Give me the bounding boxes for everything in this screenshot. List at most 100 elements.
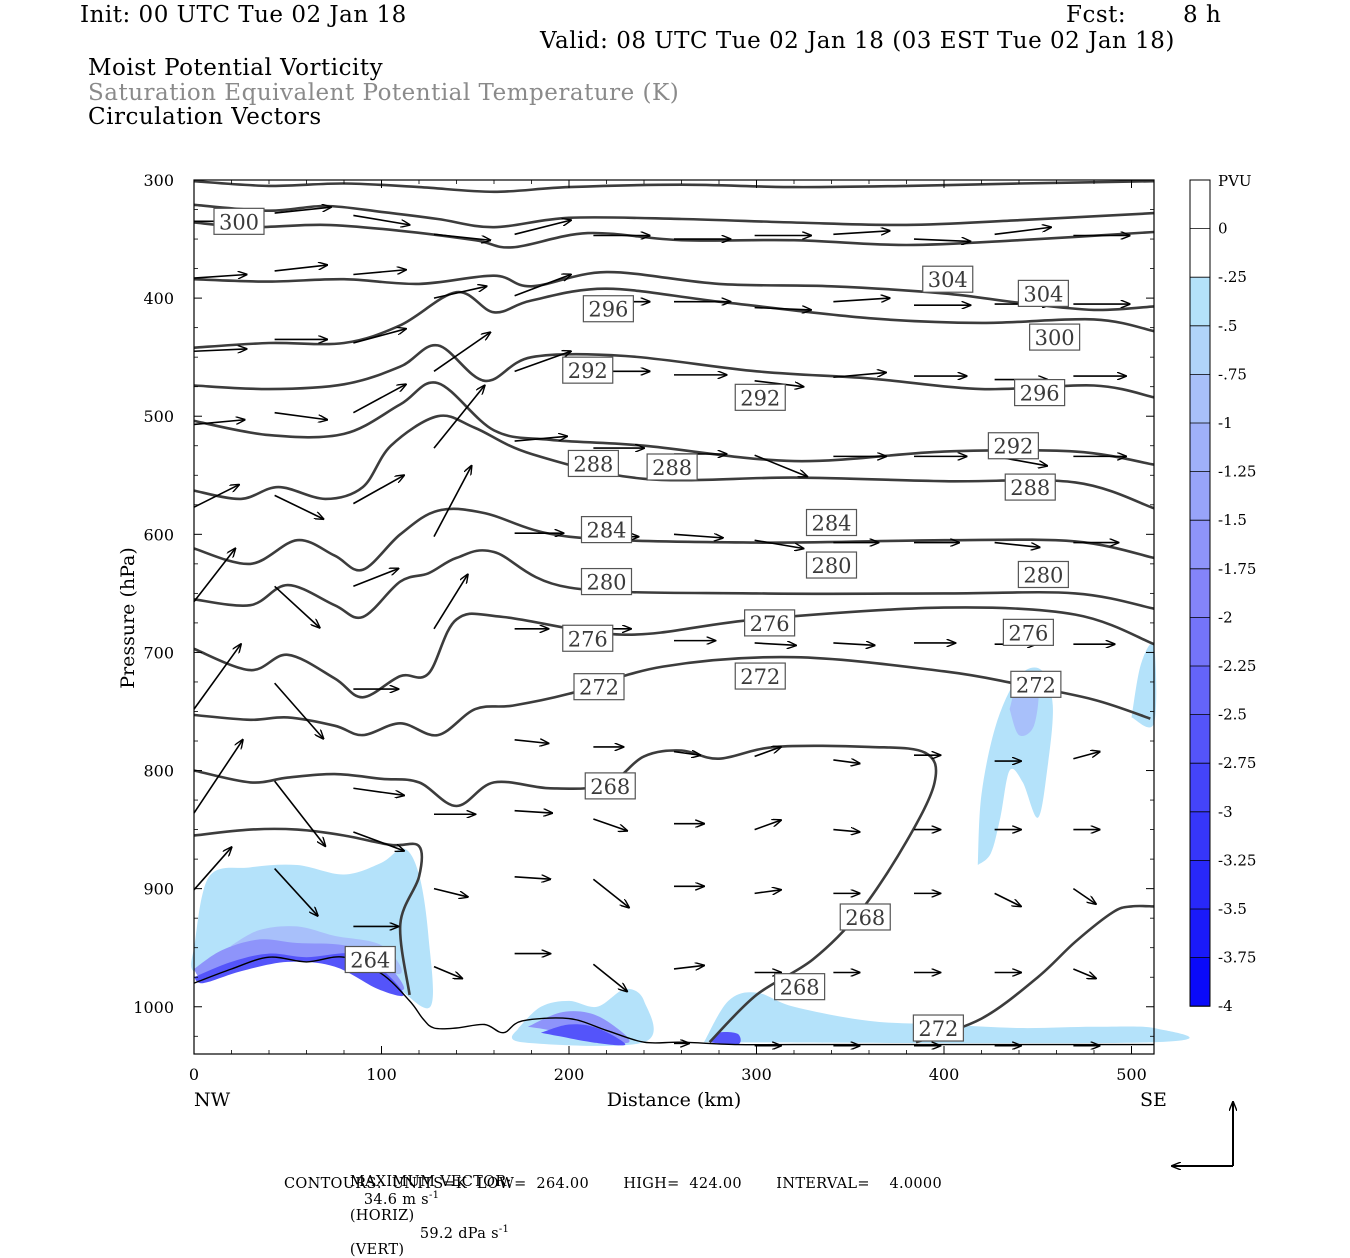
circulation-vector bbox=[754, 308, 811, 310]
circulation-vector bbox=[833, 231, 889, 235]
circulation-vector bbox=[353, 270, 406, 276]
colorbar-unit: PVU bbox=[1218, 172, 1252, 190]
circulation-vector bbox=[193, 644, 241, 710]
circulation-vector bbox=[274, 868, 318, 916]
contour-label-box bbox=[562, 624, 614, 652]
colorbar-label: -2.75 bbox=[1218, 754, 1256, 772]
circulation-vector bbox=[833, 373, 886, 379]
colorbar-swatch bbox=[1190, 228, 1210, 278]
circulation-vector bbox=[994, 892, 1021, 906]
reference-vector-icon bbox=[1172, 1102, 1233, 1166]
contour-label: 288 bbox=[573, 452, 613, 476]
circulation-vector bbox=[673, 534, 723, 538]
contour-label-box bbox=[1002, 618, 1054, 646]
contour-label-box bbox=[567, 449, 619, 478]
y-tick-label: 400 bbox=[143, 289, 174, 308]
theta-contour-300 bbox=[193, 221, 1155, 249]
circulation-vector bbox=[514, 877, 551, 879]
colorbar-swatch bbox=[1190, 374, 1210, 423]
field-title-theta: Saturation Equivalent Potential Temperat… bbox=[88, 80, 680, 106]
circulation-vector bbox=[274, 207, 331, 214]
colorbar-swatch bbox=[1190, 617, 1210, 666]
colorbar-label: -2 bbox=[1218, 608, 1233, 626]
contour-label: 280 bbox=[811, 554, 851, 578]
y-tick-label: 600 bbox=[143, 525, 174, 544]
circulation-vector bbox=[352, 384, 406, 414]
contour-label: 296 bbox=[1020, 382, 1060, 406]
circulation-vector bbox=[193, 847, 232, 891]
forecast-label: Fcst: bbox=[1066, 2, 1127, 28]
circulation-vector bbox=[274, 265, 328, 272]
colorbar-label: -3.5 bbox=[1218, 900, 1247, 918]
circulation-vector bbox=[673, 752, 700, 756]
colorbar-label: -3 bbox=[1218, 803, 1233, 821]
colorbar-swatch bbox=[1190, 763, 1210, 812]
x-end-label-se: SE bbox=[1140, 1089, 1167, 1111]
circulation-vector bbox=[1072, 887, 1096, 904]
circulation-vector bbox=[833, 298, 889, 302]
circulation-vector bbox=[833, 760, 859, 764]
circulation-vector bbox=[592, 963, 627, 991]
circulation-vector bbox=[514, 351, 571, 373]
x-end-label-nw: NW bbox=[194, 1089, 231, 1111]
x-tick-label: 100 bbox=[366, 1065, 397, 1084]
colorbar-label: -1.5 bbox=[1218, 511, 1247, 529]
circulation-vector bbox=[273, 780, 326, 846]
max-vector-line: MAXIMUM VECTOR: 34.6 m s-1 (HORIZ) 59.2 … bbox=[340, 1158, 512, 1258]
circulation-vector bbox=[754, 539, 804, 548]
vert-max-exponent: -1 bbox=[498, 1223, 510, 1235]
contour-label-box bbox=[912, 1014, 964, 1042]
colorbar-swatch bbox=[1190, 666, 1210, 715]
theta-contour-288 bbox=[193, 381, 1155, 466]
plot-frame bbox=[193, 179, 1155, 1055]
contour-label: 264 bbox=[350, 949, 390, 973]
colorbar-swatch bbox=[1190, 714, 1210, 764]
field-title-vectors: Circulation Vectors bbox=[88, 104, 322, 130]
circulation-vector bbox=[193, 274, 247, 278]
theta-contour-260 bbox=[193, 827, 424, 996]
cross-section-chart: 300 304 304 300 296 296 292 292 292 288 288 288 284 2… bbox=[117, 171, 1256, 1200]
circulation-vector bbox=[353, 214, 409, 224]
circulation-vector bbox=[514, 274, 571, 297]
circulation-vector bbox=[274, 411, 328, 420]
contour-label-box bbox=[805, 551, 858, 579]
circulation-vector bbox=[754, 747, 781, 758]
horiz-max-exponent: -1 bbox=[428, 1190, 440, 1201]
colorbar-label: -1.75 bbox=[1218, 560, 1256, 578]
contour-label-box bbox=[839, 903, 891, 931]
circulation-vector bbox=[514, 811, 553, 813]
contour-label-box bbox=[987, 432, 1039, 460]
contour-label: 300 bbox=[1035, 326, 1075, 350]
theta-contour-296 bbox=[193, 287, 1155, 349]
contour-label: 272 bbox=[740, 665, 780, 689]
theta-contour-304 bbox=[193, 179, 1155, 194]
contour-label: 276 bbox=[1008, 621, 1048, 645]
theta-contour-272 bbox=[193, 606, 1155, 699]
contour-label: 288 bbox=[652, 456, 692, 480]
contour-label: 292 bbox=[740, 386, 780, 410]
x-tick-label: 200 bbox=[554, 1065, 585, 1084]
circulation-vector bbox=[193, 740, 243, 814]
contour-label: 280 bbox=[1023, 563, 1063, 587]
circulation-vector bbox=[433, 286, 487, 299]
horiz-tag: (HORIZ) bbox=[349, 1207, 415, 1224]
x-tick-label: 0 bbox=[189, 1065, 199, 1084]
circulation-vector bbox=[833, 830, 859, 832]
contour-label-box bbox=[584, 772, 636, 800]
circulation-vector bbox=[353, 329, 406, 344]
colorbar-swatch bbox=[1190, 325, 1210, 375]
circulation-vector bbox=[754, 820, 781, 831]
y-tick-label: 700 bbox=[143, 643, 174, 662]
circulation-vector bbox=[274, 682, 324, 739]
circulation-vector bbox=[433, 887, 468, 897]
circulation-vector bbox=[994, 227, 1051, 236]
mpv-shade-region bbox=[540, 1024, 626, 1046]
contour-label: 300 bbox=[219, 210, 259, 234]
colorbar-label: -4 bbox=[1218, 997, 1233, 1015]
contour-label: 276 bbox=[568, 627, 608, 651]
contour-label: 272 bbox=[918, 1017, 958, 1041]
colorbar-label: -1.25 bbox=[1218, 463, 1256, 481]
circulation-vector bbox=[353, 831, 404, 851]
mpv-shading-layer bbox=[191, 643, 1190, 1046]
contour-label-box bbox=[344, 945, 396, 974]
